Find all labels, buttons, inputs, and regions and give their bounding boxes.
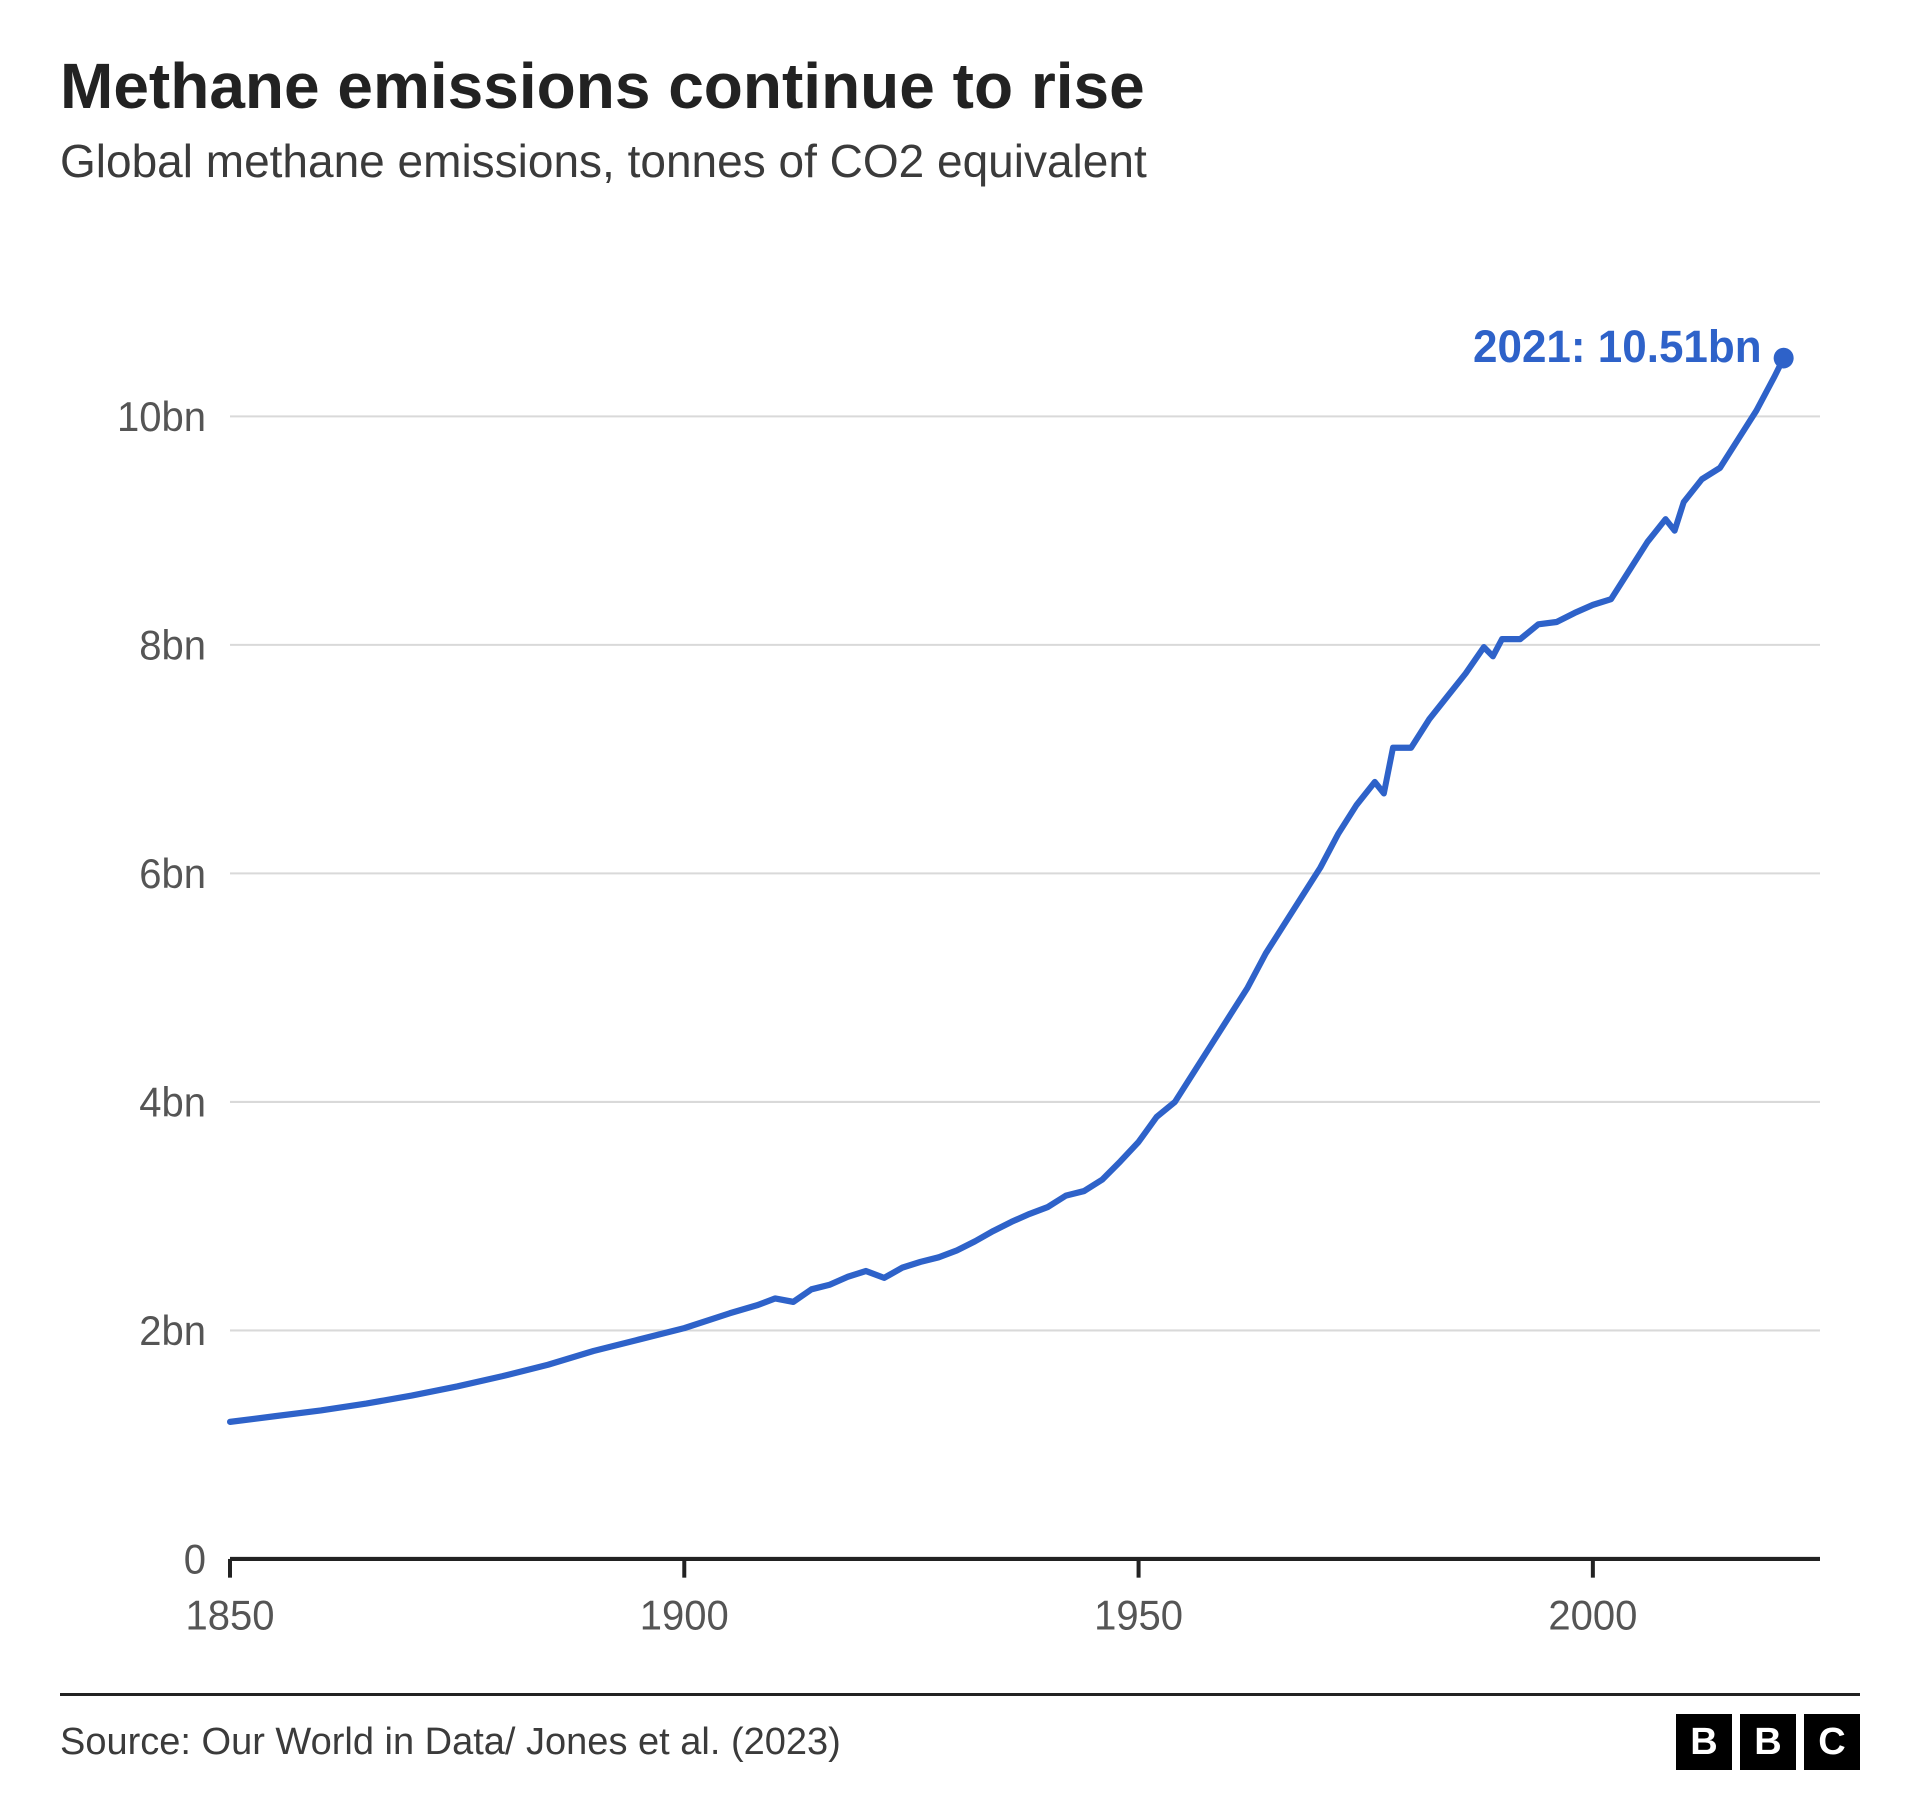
bbc-logo-letter: B: [1740, 1714, 1796, 1770]
chart-container: Methane emissions continue to rise Globa…: [0, 0, 1920, 1800]
svg-text:2bn: 2bn: [139, 1307, 206, 1354]
chart-subtitle: Global methane emissions, tonnes of CO2 …: [60, 134, 1860, 189]
bbc-logo-letter: C: [1804, 1714, 1860, 1770]
source-text: Source: Our World in Data/ Jones et al. …: [60, 1721, 841, 1764]
chart-footer: Source: Our World in Data/ Jones et al. …: [60, 1693, 1860, 1770]
chart-title: Methane emissions continue to rise: [60, 50, 1860, 124]
svg-text:2000: 2000: [1548, 1592, 1637, 1639]
svg-text:0: 0: [184, 1536, 206, 1583]
svg-text:1950: 1950: [1094, 1592, 1183, 1639]
bbc-logo-letter: B: [1676, 1714, 1732, 1770]
svg-text:1900: 1900: [640, 1592, 729, 1639]
svg-text:1850: 1850: [186, 1592, 275, 1639]
svg-text:6bn: 6bn: [139, 850, 206, 897]
line-chart: 0 2bn 4bn 6bn 8bn 10bn 1850 1900 1950 2000 2021: 1…: [60, 219, 1860, 1673]
svg-text:2021: 10.51bn: 2021: 10.51bn: [1473, 320, 1762, 372]
bbc-logo: B B C: [1676, 1714, 1860, 1770]
svg-text:10bn: 10bn: [117, 393, 206, 440]
svg-text:4bn: 4bn: [139, 1079, 206, 1126]
svg-text:8bn: 8bn: [139, 622, 206, 669]
